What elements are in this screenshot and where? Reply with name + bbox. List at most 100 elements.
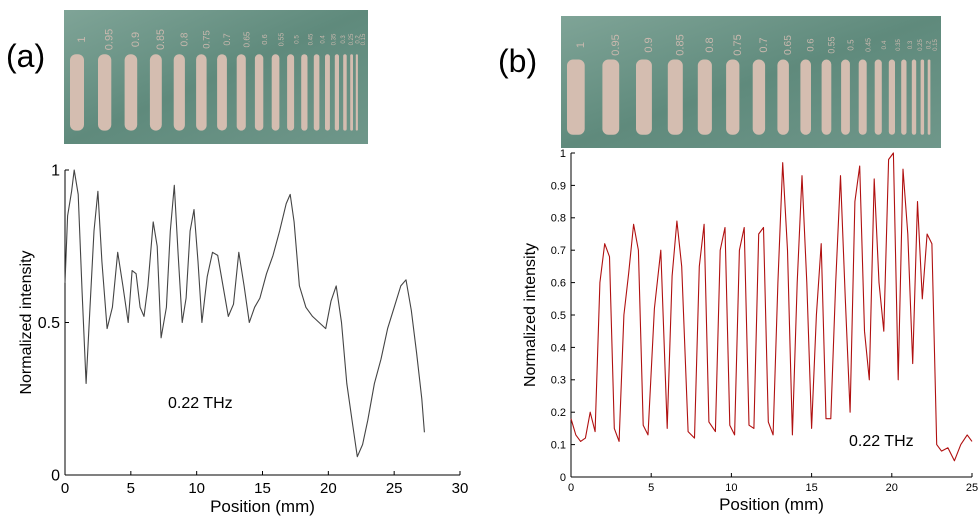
target-label: 0.35 xyxy=(331,33,337,45)
frequency-annotation: 0.22 THz xyxy=(168,395,233,412)
x-tick-label: 20 xyxy=(320,480,337,497)
x-tick-label: 0 xyxy=(568,482,574,494)
y-tick-label: 0 xyxy=(51,468,60,485)
y-tick-label: 0.7 xyxy=(551,245,566,257)
target-label: 0.2 xyxy=(926,40,932,49)
target-label: 0.75 xyxy=(201,30,212,49)
target-label: 0.7 xyxy=(758,37,770,52)
target-bar xyxy=(636,59,652,135)
x-tick-label: 25 xyxy=(966,482,978,494)
target-label: 0.3 xyxy=(908,40,914,49)
target-bar xyxy=(874,59,882,135)
y-tick-label: 0.4 xyxy=(551,342,566,354)
y-tick-label: 0.1 xyxy=(551,439,566,451)
y-tick-label: 0.5 xyxy=(551,310,566,322)
target-label: 0.6 xyxy=(806,38,817,51)
target-bar xyxy=(301,54,308,131)
target-label: 0.85 xyxy=(674,34,686,55)
target-bar xyxy=(841,59,850,135)
target-label: 1 xyxy=(575,42,587,48)
chart-b: 0 5 10 15 20 25 0 0.1 0.2 0.3 0.4 0.5 0.6 0.7 0.8 0.9 1 P… xyxy=(522,148,978,514)
x-tick-label: 5 xyxy=(127,480,135,497)
y-tick-label: 0.6 xyxy=(551,277,566,289)
target-label: 0.9 xyxy=(130,32,142,47)
x-tick-label: 15 xyxy=(254,480,271,497)
target-bar xyxy=(858,59,867,135)
target-bar xyxy=(271,54,280,131)
chart-a: 0 5 10 15 20 25 30 0 0.5 1 Position (mm) Normalized… xyxy=(18,163,468,516)
target-bar xyxy=(196,54,207,131)
x-tick-label: 0 xyxy=(61,480,69,497)
target-bar xyxy=(217,54,227,131)
frequency-annotation: 0.22 THz xyxy=(849,433,914,450)
y-axis-label: Normalized intensity xyxy=(522,243,539,387)
target-bar xyxy=(325,54,330,131)
x-tick-label: 15 xyxy=(805,482,817,494)
target-photo-a: 1 0.95 0.9 0.85 0.8 0.75 0.7 0.65 0.6 0.55 0.5 0.45… xyxy=(64,10,368,144)
target-bar xyxy=(173,54,185,131)
target-bar xyxy=(920,59,925,135)
target-photo-b: 1 0.95 0.9 0.85 0.8 0.75 0.7 0.65 0.6 0.55 0.5 0.45… xyxy=(561,16,941,148)
x-tick-label: 30 xyxy=(452,480,469,497)
panel-label-b: (b) xyxy=(498,43,537,79)
target-label: 0.55 xyxy=(827,36,837,53)
x-tick-label: 10 xyxy=(725,482,737,494)
target-label: 0.25 xyxy=(349,33,355,45)
series-line xyxy=(570,152,973,462)
y-axis-label: Normalized intensity xyxy=(18,250,35,394)
y-tick-label: 0 xyxy=(560,472,566,484)
target-label: 0.8 xyxy=(704,37,716,52)
target-label: 0.95 xyxy=(104,29,116,50)
series-line xyxy=(64,169,425,458)
x-axis-label: Position (mm) xyxy=(210,497,315,516)
target-bar xyxy=(777,59,789,135)
target-bar xyxy=(821,59,832,135)
target-bar xyxy=(355,54,358,131)
target-label: 0.85 xyxy=(155,29,167,50)
target-label: 0.2 xyxy=(356,35,362,44)
panel-label-a: (a) xyxy=(6,38,45,74)
target-label: 0.45 xyxy=(308,33,314,45)
y-tick-label: 1 xyxy=(51,163,60,180)
target-bar xyxy=(901,59,907,135)
target-label: 0.5 xyxy=(294,35,301,44)
y-tick-label: 0.3 xyxy=(551,375,566,387)
target-bar xyxy=(726,59,740,135)
target-bar xyxy=(343,54,347,131)
target-bar xyxy=(149,54,162,131)
target-bar xyxy=(124,54,138,131)
target-bar xyxy=(602,59,620,135)
target-label: 0.15 xyxy=(361,33,367,45)
target-label: 0.55 xyxy=(279,33,286,47)
target-label: 0.75 xyxy=(732,34,744,55)
target-bar xyxy=(254,54,264,131)
target-label: 0.9 xyxy=(643,37,655,52)
target-bar xyxy=(927,59,931,135)
y-tick-label: 0.5 xyxy=(38,315,60,332)
target-label: 0.4 xyxy=(881,40,888,49)
target-label: 0.35 xyxy=(896,39,902,51)
target-label: 0.95 xyxy=(610,34,622,55)
target-bar xyxy=(334,54,339,131)
target-bar xyxy=(350,54,353,131)
target-label: 0.5 xyxy=(847,39,856,51)
target-bar xyxy=(287,54,295,131)
target-bar xyxy=(567,59,585,135)
target-bar xyxy=(752,59,766,135)
target-label: 0.3 xyxy=(341,35,347,44)
target-bar xyxy=(667,59,683,135)
target-bar xyxy=(313,54,320,131)
y-tick-label: 1 xyxy=(560,148,566,160)
target-label: 1 xyxy=(76,36,88,42)
target-label: 0.65 xyxy=(783,35,794,55)
target-bar xyxy=(911,59,917,135)
x-tick-label: 25 xyxy=(386,480,403,497)
target-label: 0.65 xyxy=(242,31,251,47)
target-label: 0.45 xyxy=(864,38,873,52)
x-axis-label: Position (mm) xyxy=(719,495,824,514)
x-tick-label: 10 xyxy=(188,480,205,497)
y-tick-label: 0.2 xyxy=(551,407,566,419)
target-bar xyxy=(800,59,811,135)
target-label: 0.8 xyxy=(179,32,190,46)
